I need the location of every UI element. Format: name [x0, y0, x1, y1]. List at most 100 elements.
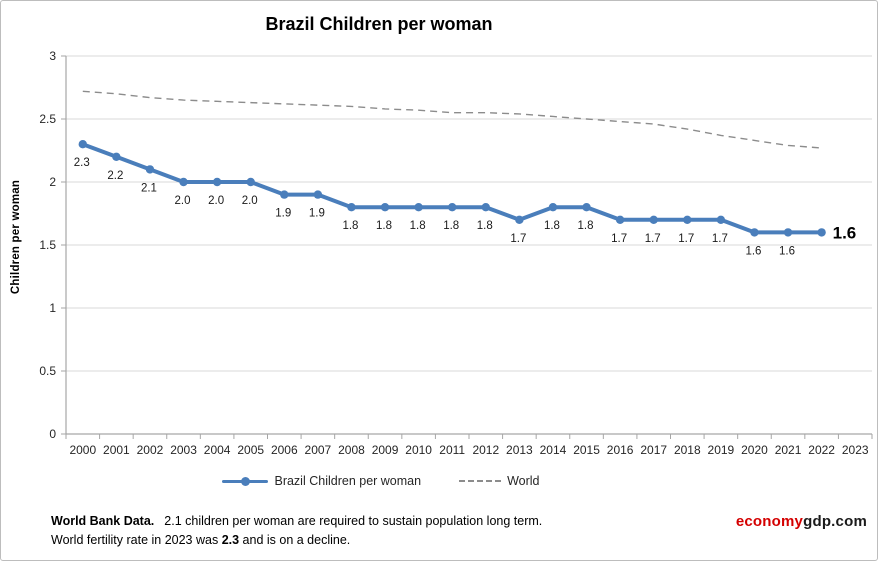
- brazil-data-label: 2.1: [141, 182, 157, 194]
- legend-item-brazil: Brazil Children per woman: [222, 474, 421, 488]
- brazil-data-point: [548, 203, 558, 212]
- brazil-data-label: 1.8: [578, 220, 594, 232]
- brazil-data-label: 1.8: [342, 220, 358, 232]
- brazil-data-label: 1.8: [376, 220, 392, 232]
- brazil-data-point: [515, 215, 524, 224]
- x-tick-label: 2003: [170, 443, 197, 457]
- brazil-data-label: 1.6: [745, 245, 761, 257]
- brazil-line-sample-icon: [222, 476, 269, 486]
- brazil-data-point: [246, 177, 255, 187]
- y-tick-label: 0.5: [39, 364, 56, 378]
- x-tick-label: 2014: [540, 443, 567, 457]
- brazil-data-point: [380, 203, 390, 212]
- brazil-data-label: 1.9: [275, 208, 291, 220]
- brazil-data-label: 1.7: [510, 233, 526, 245]
- brazil-data-point: [615, 215, 625, 224]
- brazil-data-label: 2.0: [175, 195, 191, 207]
- footer-line-2-prefix: World fertility rate in 2023 was: [51, 533, 222, 548]
- brazil-data-label: 1.8: [477, 220, 493, 232]
- brazil-data-label: 1.6: [779, 245, 795, 257]
- footer-note: World Bank Data. 2.1 children per woman a…: [51, 512, 542, 551]
- brazil-data-point: [313, 190, 323, 199]
- brazil-data-label: 2.0: [242, 195, 258, 207]
- x-tick-label: 2004: [204, 443, 231, 457]
- brazil-data-point: [414, 203, 423, 212]
- x-tick-label: 2017: [640, 443, 667, 457]
- brazil-data-label: 1.9: [309, 208, 325, 220]
- x-tick-label: 2018: [674, 443, 701, 457]
- x-tick-label: 2016: [607, 443, 634, 457]
- x-tick-label: 2012: [472, 443, 499, 457]
- brazil-data-label: 1.8: [544, 220, 560, 232]
- legend-label-world: World: [507, 474, 540, 488]
- footer-line-2-bold: 2.3: [221, 533, 240, 548]
- brazil-data-label: 1.7: [712, 233, 728, 245]
- x-tick-label: 2023: [842, 443, 869, 457]
- legend-label-brazil: Brazil Children per woman: [274, 474, 422, 488]
- brazil-data-label: 1.7: [678, 233, 694, 245]
- x-tick-label: 2007: [305, 443, 332, 457]
- brazil-data-point: [817, 228, 826, 237]
- legend-item-world: World: [459, 474, 540, 488]
- x-tick-label: 2009: [372, 443, 399, 457]
- final-value-label: 1.6: [833, 223, 857, 242]
- brazil-data-point: [347, 203, 356, 212]
- x-tick-label: 2001: [103, 443, 130, 457]
- x-tick-label: 2010: [405, 443, 432, 457]
- brazil-data-point: [683, 215, 692, 224]
- footer-line-2-suffix: and is on a decline.: [239, 533, 351, 548]
- brazil-data-label: 2.2: [107, 170, 123, 182]
- brazil-data-point: [145, 165, 155, 174]
- x-tick-label: 2006: [271, 443, 298, 457]
- brazil-data-point: [582, 203, 591, 212]
- footer-line-2: World fertility rate in 2023 was 2.3 and…: [51, 531, 542, 550]
- brazil-data-label: 2.3: [74, 157, 90, 169]
- brazil-series-line: [80, 142, 824, 235]
- x-tick-label: 2019: [708, 443, 735, 457]
- x-tick-label: 2005: [237, 443, 264, 457]
- brazil-data-label: 1.8: [410, 220, 426, 232]
- x-tick-label: 2011: [439, 443, 465, 457]
- x-tick-label: 2002: [137, 443, 164, 457]
- y-tick-label: 2: [49, 175, 56, 189]
- x-tick-label: 2015: [573, 443, 600, 457]
- world-dash-sample-icon: [459, 480, 502, 482]
- legend: Brazil Children per woman World: [1, 471, 761, 491]
- logo-gdp-text: gdp.com: [803, 513, 867, 530]
- brazil-data-label: 2.0: [208, 195, 224, 207]
- brazil-data-point: [481, 203, 490, 212]
- y-tick-label: 2.5: [39, 112, 56, 126]
- footer-line-1-text: 2.1 children per woman are required to s…: [164, 514, 543, 528]
- x-tick-label: 2022: [808, 443, 835, 457]
- brazil-data-point: [750, 228, 759, 237]
- brazil-data-label: 1.7: [611, 233, 627, 245]
- x-tick-label: 2008: [338, 443, 365, 457]
- logo-economy-text: economy: [735, 513, 804, 530]
- brazil-data-point: [179, 177, 188, 187]
- brazil-data-label: 1.7: [645, 233, 661, 245]
- x-tick-label: 2000: [69, 443, 96, 457]
- footer-line-1: World Bank Data. 2.1 children per woman a…: [51, 512, 542, 531]
- x-tick-label: 2021: [775, 443, 802, 457]
- brazil-data-label: 1.8: [443, 220, 459, 232]
- world-series-line: [82, 90, 822, 149]
- y-tick-label: 1.5: [39, 238, 56, 252]
- economygdp-logo: economygdp.com: [736, 513, 867, 530]
- x-tick-label: 2020: [741, 443, 768, 457]
- brazil-data-point: [112, 152, 121, 161]
- brazil-data-point: [448, 203, 457, 212]
- chart-title: Brazil Children per woman: [265, 14, 493, 34]
- brazil-data-point: [716, 215, 726, 224]
- source-label: World Bank Data.: [51, 514, 155, 528]
- x-tick-label: 2013: [506, 443, 533, 457]
- brazil-data-point: [783, 228, 793, 237]
- y-tick-label: 3: [49, 49, 56, 63]
- brazil-data-point: [78, 140, 87, 149]
- brazil-data-point: [649, 215, 658, 224]
- y-tick-label: 1: [49, 301, 56, 315]
- y-tick-label: 0: [49, 427, 56, 441]
- brazil-data-point: [212, 177, 222, 187]
